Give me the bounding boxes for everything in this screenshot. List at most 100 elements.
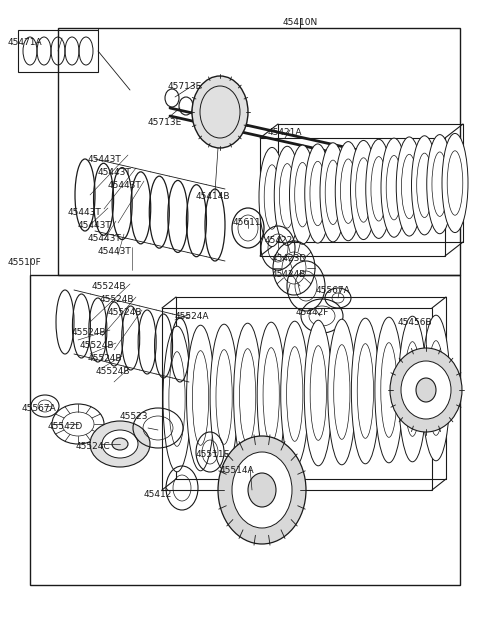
Ellipse shape (295, 162, 310, 227)
Text: 45524B: 45524B (92, 282, 127, 291)
Ellipse shape (163, 327, 191, 472)
Text: 45524A: 45524A (175, 312, 209, 321)
Text: 45443T: 45443T (78, 221, 112, 230)
Ellipse shape (328, 319, 356, 465)
Ellipse shape (340, 159, 356, 223)
Text: 45424B: 45424B (272, 270, 306, 279)
Text: 45524B: 45524B (72, 328, 107, 337)
Text: 45443T: 45443T (68, 208, 102, 217)
Text: 45567A: 45567A (316, 286, 351, 295)
Ellipse shape (187, 325, 215, 471)
Text: 45567A: 45567A (22, 404, 57, 413)
Ellipse shape (381, 343, 397, 437)
Text: 45423D: 45423D (272, 254, 307, 263)
Ellipse shape (210, 324, 238, 470)
Ellipse shape (386, 155, 402, 220)
Ellipse shape (390, 348, 462, 432)
Text: 45524B: 45524B (96, 367, 131, 376)
Text: 45524B: 45524B (100, 295, 134, 304)
Text: 45713E: 45713E (168, 82, 202, 91)
Text: 45443T: 45443T (108, 181, 142, 190)
Bar (58, 28, 460, 275)
Ellipse shape (375, 317, 403, 463)
Text: 45542D: 45542D (48, 422, 83, 431)
Ellipse shape (304, 320, 332, 466)
Ellipse shape (310, 346, 326, 441)
Text: 45456B: 45456B (398, 318, 432, 327)
Bar (18, 30, 98, 72)
Ellipse shape (371, 157, 386, 221)
Ellipse shape (417, 153, 432, 217)
Ellipse shape (447, 151, 463, 215)
Ellipse shape (432, 152, 447, 216)
Bar (260, 138, 445, 256)
Ellipse shape (289, 145, 315, 244)
Ellipse shape (416, 378, 436, 402)
Ellipse shape (112, 438, 128, 450)
Text: 45422: 45422 (265, 236, 293, 245)
Ellipse shape (305, 144, 331, 243)
Ellipse shape (404, 342, 420, 436)
Ellipse shape (356, 158, 372, 222)
Text: 45442F: 45442F (296, 308, 329, 317)
Ellipse shape (351, 318, 379, 464)
Ellipse shape (274, 146, 300, 245)
Ellipse shape (325, 160, 341, 224)
Text: 45421A: 45421A (268, 128, 302, 137)
Text: 45414B: 45414B (196, 192, 230, 201)
Ellipse shape (366, 139, 392, 238)
Ellipse shape (401, 361, 451, 419)
Ellipse shape (192, 76, 248, 148)
Ellipse shape (334, 345, 350, 439)
Ellipse shape (279, 164, 295, 228)
Ellipse shape (398, 316, 426, 462)
Text: 45471A: 45471A (8, 38, 43, 47)
Ellipse shape (234, 323, 262, 469)
Ellipse shape (240, 349, 256, 443)
Ellipse shape (218, 436, 306, 544)
Ellipse shape (263, 347, 279, 443)
Text: 45713E: 45713E (148, 118, 182, 127)
Text: 45514A: 45514A (220, 466, 254, 475)
Text: 45611: 45611 (233, 218, 262, 227)
Ellipse shape (310, 161, 325, 226)
Ellipse shape (102, 430, 138, 458)
Ellipse shape (411, 136, 437, 235)
Ellipse shape (248, 473, 276, 507)
Text: 45511E: 45511E (196, 450, 230, 459)
Ellipse shape (357, 344, 373, 438)
Ellipse shape (232, 452, 292, 528)
Ellipse shape (442, 133, 468, 233)
Ellipse shape (320, 143, 346, 242)
Text: 45524B: 45524B (108, 308, 143, 317)
Ellipse shape (264, 165, 280, 230)
Ellipse shape (422, 315, 450, 461)
Ellipse shape (287, 347, 303, 441)
Text: 45443T: 45443T (98, 247, 132, 256)
Ellipse shape (281, 321, 309, 467)
Ellipse shape (350, 141, 376, 240)
Ellipse shape (335, 141, 361, 241)
Text: 45412: 45412 (144, 490, 172, 499)
Ellipse shape (216, 350, 232, 444)
Ellipse shape (427, 134, 453, 234)
Text: 45443T: 45443T (88, 234, 122, 243)
Bar (30, 275, 460, 585)
Ellipse shape (169, 352, 185, 446)
Text: 45510F: 45510F (8, 258, 42, 267)
Text: 45443T: 45443T (98, 168, 132, 177)
Text: 45524B: 45524B (80, 341, 115, 350)
Ellipse shape (90, 421, 150, 467)
Text: 45443T: 45443T (88, 155, 122, 164)
Text: 45524C: 45524C (76, 442, 110, 451)
Ellipse shape (259, 148, 285, 247)
Ellipse shape (381, 138, 407, 237)
Ellipse shape (401, 154, 417, 219)
Ellipse shape (428, 340, 444, 436)
Text: 45523: 45523 (120, 412, 148, 421)
Text: 45524B: 45524B (88, 354, 122, 363)
Bar (162, 308, 432, 490)
Text: 45410N: 45410N (283, 18, 318, 27)
Ellipse shape (396, 137, 422, 236)
Ellipse shape (257, 322, 285, 468)
